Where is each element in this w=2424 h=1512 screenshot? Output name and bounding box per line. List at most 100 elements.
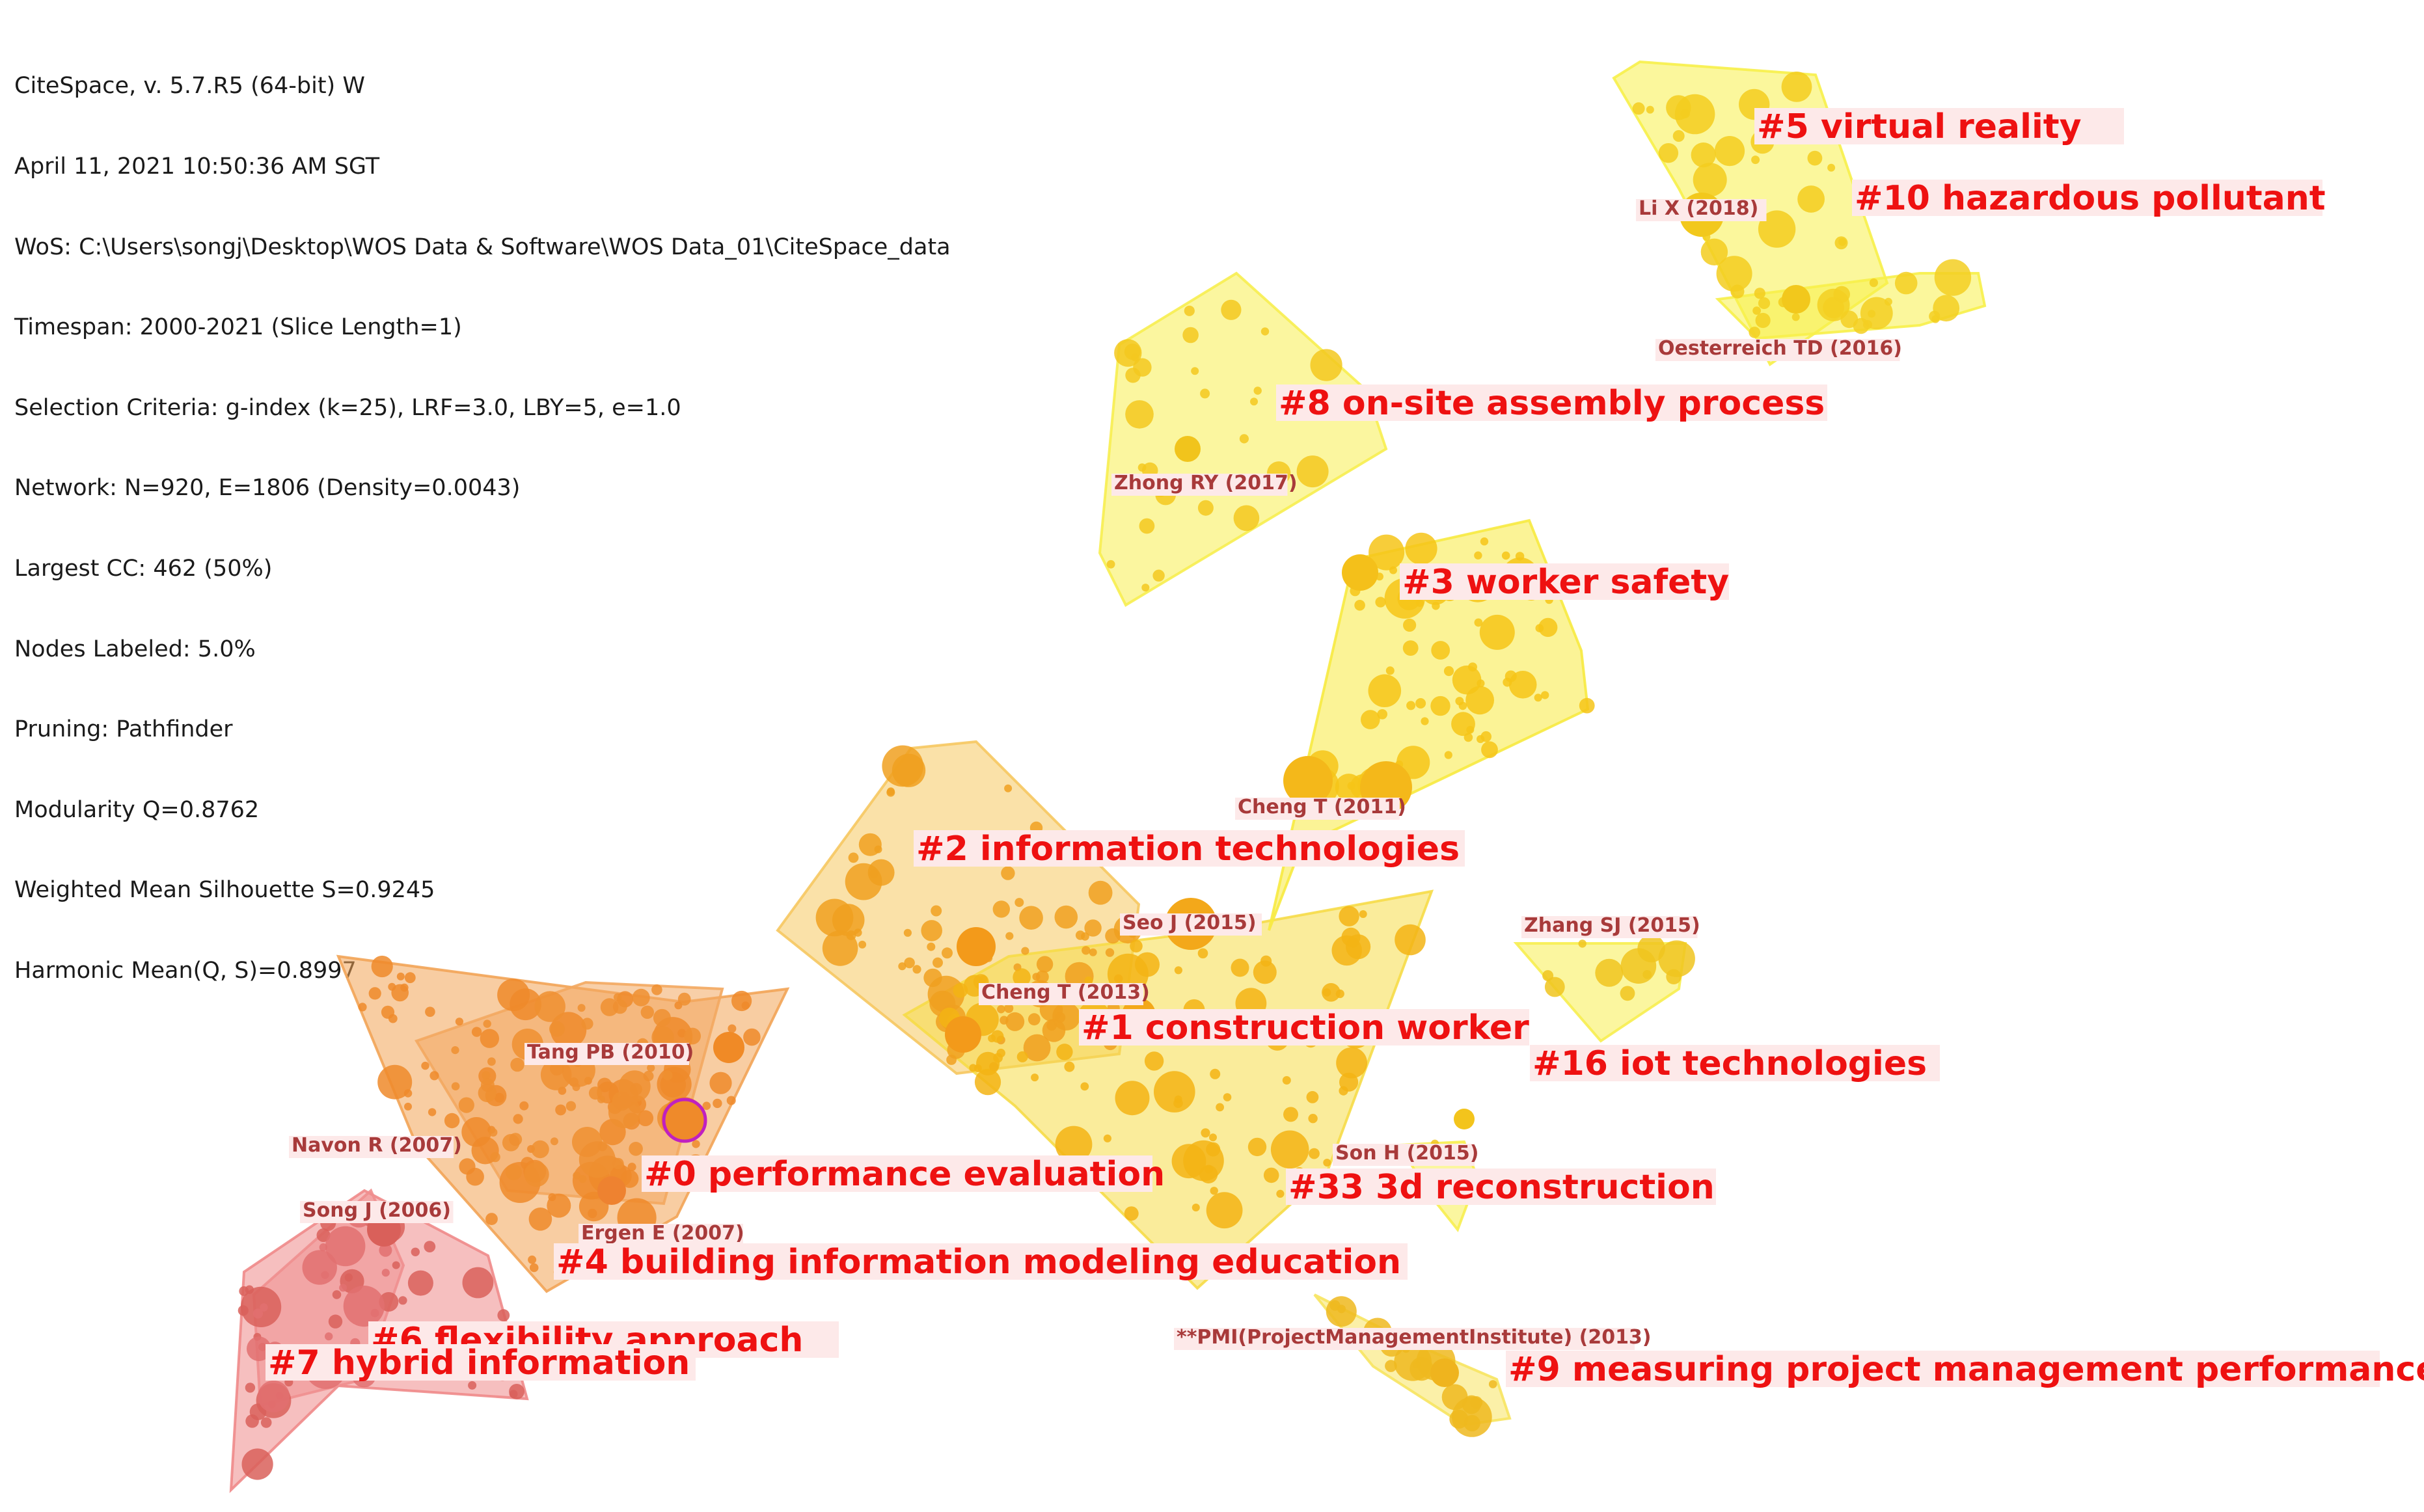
network-node[interactable]	[1751, 155, 1760, 165]
network-node[interactable]	[1064, 1061, 1075, 1072]
network-node[interactable]	[923, 968, 942, 988]
network-node[interactable]	[451, 1082, 460, 1090]
node-label[interactable]: Li X (2018)	[1639, 197, 1758, 220]
network-node[interactable]	[1501, 551, 1510, 560]
network-node[interactable]	[647, 1064, 655, 1072]
network-node[interactable]	[1139, 518, 1155, 534]
network-node[interactable]	[245, 1383, 256, 1393]
network-node[interactable]	[1714, 136, 1745, 167]
network-node[interactable]	[1464, 1414, 1480, 1432]
network-node[interactable]	[425, 1006, 435, 1017]
network-node[interactable]	[1250, 398, 1258, 406]
network-node[interactable]	[933, 957, 943, 968]
network-node[interactable]	[1752, 306, 1762, 315]
network-node[interactable]	[1005, 932, 1014, 940]
network-node[interactable]	[524, 1162, 549, 1187]
network-node[interactable]	[550, 1137, 558, 1146]
network-node[interactable]	[1032, 973, 1041, 981]
network-node[interactable]	[1693, 163, 1727, 197]
network-node[interactable]	[398, 1296, 407, 1305]
network-node[interactable]	[1021, 947, 1029, 955]
network-node[interactable]	[1175, 436, 1201, 462]
network-node[interactable]	[247, 1336, 271, 1362]
network-node[interactable]	[581, 1018, 593, 1030]
network-node[interactable]	[713, 1098, 722, 1109]
network-node[interactable]	[1105, 928, 1121, 944]
network-node[interactable]	[1359, 910, 1367, 918]
network-node[interactable]	[927, 942, 936, 951]
network-node[interactable]	[1282, 1076, 1291, 1085]
network-node[interactable]	[946, 1055, 957, 1065]
network-node[interactable]	[1894, 271, 1918, 295]
network-node[interactable]	[1115, 1081, 1150, 1116]
network-node[interactable]	[471, 1027, 482, 1037]
network-node[interactable]	[1421, 717, 1429, 725]
node-label[interactable]: Song J (2006)	[303, 1199, 451, 1222]
network-node[interactable]	[921, 920, 942, 941]
network-node[interactable]	[1666, 95, 1691, 120]
network-node[interactable]	[1595, 958, 1624, 987]
cluster-label-10[interactable]: #10 hazardous pollutant	[1855, 179, 2326, 218]
network-node[interactable]	[1283, 1107, 1298, 1122]
network-node[interactable]	[1479, 614, 1515, 650]
network-node[interactable]	[1579, 697, 1595, 714]
network-node[interactable]	[455, 1018, 464, 1026]
node-label[interactable]: Son H (2015)	[1335, 1142, 1479, 1165]
network-node[interactable]	[1154, 1071, 1195, 1113]
network-node[interactable]	[677, 992, 691, 1006]
network-node[interactable]	[1385, 666, 1395, 675]
network-node[interactable]	[1283, 756, 1333, 805]
cluster-label-8[interactable]: #8 on-site assembly process	[1279, 384, 1825, 423]
network-node[interactable]	[1834, 236, 1848, 250]
network-node[interactable]	[1691, 142, 1716, 168]
network-node[interactable]	[555, 1104, 566, 1116]
network-node[interactable]	[1375, 597, 1386, 608]
network-node[interactable]	[728, 1024, 737, 1033]
network-node[interactable]	[629, 1142, 643, 1156]
network-node[interactable]	[388, 1014, 398, 1023]
network-node[interactable]	[1415, 599, 1424, 607]
network-node[interactable]	[1054, 905, 1078, 929]
network-node[interactable]	[494, 1092, 504, 1103]
network-node[interactable]	[1205, 1165, 1213, 1174]
network-node[interactable]	[1192, 1204, 1200, 1211]
network-node[interactable]	[404, 972, 416, 984]
network-node[interactable]	[731, 990, 752, 1012]
network-node[interactable]	[815, 898, 854, 937]
network-node[interactable]	[404, 1102, 412, 1111]
network-node[interactable]	[1477, 735, 1485, 744]
network-node[interactable]	[1354, 600, 1365, 611]
network-node[interactable]	[407, 1270, 433, 1296]
network-node[interactable]	[468, 1381, 477, 1390]
network-node[interactable]	[1534, 694, 1542, 702]
network-node[interactable]	[1541, 691, 1549, 699]
network-node[interactable]	[505, 1164, 522, 1181]
network-node[interactable]	[549, 1021, 565, 1037]
network-node[interactable]	[677, 1029, 687, 1038]
network-node[interactable]	[1004, 784, 1013, 792]
network-node[interactable]	[1130, 939, 1143, 952]
network-node[interactable]	[344, 1273, 353, 1282]
network-node[interactable]	[1197, 500, 1214, 516]
network-node[interactable]	[260, 1303, 268, 1312]
network-node[interactable]	[1385, 1360, 1397, 1372]
network-node[interactable]	[1642, 970, 1652, 979]
network-node[interactable]	[1270, 1130, 1309, 1169]
network-node[interactable]	[1431, 641, 1450, 660]
cluster-hull-10[interactable]	[1715, 272, 1987, 340]
network-node[interactable]	[252, 1308, 264, 1319]
network-node[interactable]	[1430, 1358, 1459, 1387]
network-node[interactable]	[316, 1228, 331, 1242]
network-node[interactable]	[661, 1097, 705, 1141]
network-node[interactable]	[1206, 1142, 1221, 1157]
network-node[interactable]	[653, 1008, 671, 1027]
network-node[interactable]	[1666, 969, 1682, 985]
network-node[interactable]	[1124, 1206, 1139, 1221]
network-node[interactable]	[1458, 701, 1467, 710]
network-node[interactable]	[1336, 1047, 1368, 1079]
network-node[interactable]	[662, 1070, 673, 1081]
network-node[interactable]	[1658, 940, 1695, 977]
network-node[interactable]	[846, 930, 856, 941]
network-node[interactable]	[613, 993, 622, 1001]
